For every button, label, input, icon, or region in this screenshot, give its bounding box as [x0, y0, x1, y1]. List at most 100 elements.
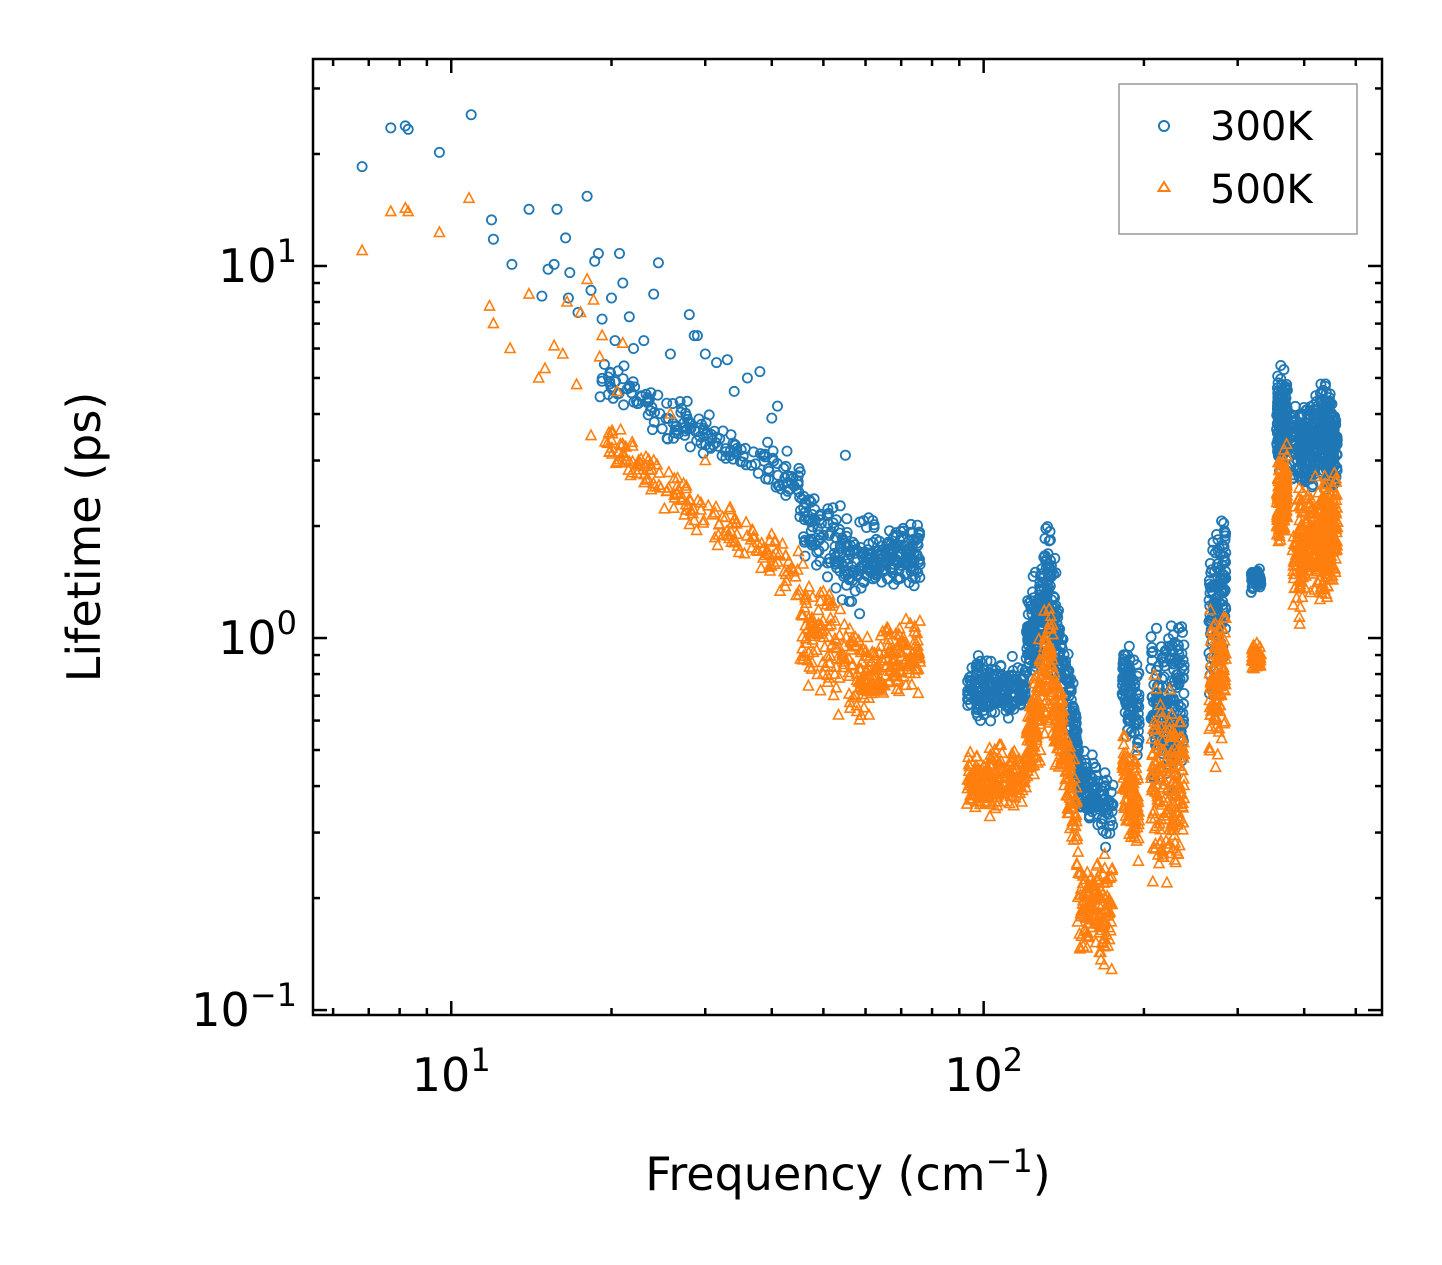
point-500k: [1118, 780, 1132, 793]
point-300k: [623, 311, 635, 323]
point-500k: [616, 436, 630, 449]
point-300k: [975, 715, 987, 727]
point-500k: [965, 768, 978, 781]
point-500k: [1105, 863, 1119, 876]
point-500k: [1043, 646, 1056, 659]
point-500k: [730, 526, 744, 540]
point-500k: [538, 361, 552, 374]
point-500k: [1145, 731, 1159, 744]
point-500k: [1274, 457, 1287, 470]
point-300k: [1275, 444, 1287, 456]
point-500k: [738, 546, 751, 559]
point-500k: [1209, 760, 1222, 773]
point-300k: [1146, 647, 1158, 659]
point-500k: [899, 612, 913, 625]
point-500k: [1039, 704, 1052, 717]
point-500k: [1129, 760, 1143, 773]
point-500k: [1330, 525, 1344, 538]
point-500k: [1302, 533, 1316, 546]
point-500k: [812, 603, 825, 616]
point-500k: [1252, 647, 1265, 660]
point-300k: [683, 416, 695, 428]
point-500k: [1128, 805, 1141, 818]
point-500k: [1154, 769, 1167, 782]
point-300k: [1290, 414, 1302, 426]
point-500k: [1073, 866, 1087, 879]
point-500k: [1207, 626, 1220, 640]
point-300k: [1126, 695, 1138, 707]
point-300k: [1173, 648, 1185, 660]
point-500k: [598, 434, 612, 447]
point-500k: [1148, 811, 1162, 824]
point-500k: [970, 767, 984, 780]
point-300k: [1025, 619, 1037, 631]
x-axis-label: Frequency (cm−1): [645, 1142, 1050, 1201]
point-500k: [708, 530, 722, 543]
point-500k: [1293, 577, 1307, 590]
point-500k: [798, 590, 812, 603]
point-300k: [592, 247, 604, 259]
point-300k: [847, 564, 859, 576]
point-300k: [727, 453, 739, 465]
point-300k: [1173, 622, 1185, 634]
point-500k: [1151, 789, 1164, 802]
point-500k: [570, 377, 583, 390]
point-300k: [1317, 428, 1329, 440]
point-300k: [741, 372, 753, 384]
point-500k: [1157, 744, 1171, 757]
point-500k: [1314, 496, 1328, 509]
point-500k: [1020, 769, 1034, 782]
point-500k: [1322, 503, 1336, 516]
point-300k: [1103, 820, 1115, 832]
point-500k: [574, 305, 587, 318]
point-300k: [1216, 515, 1228, 527]
point-500k: [1046, 652, 1059, 665]
point-500k: [1025, 750, 1039, 764]
point-500k: [1097, 957, 1111, 970]
point-500k: [802, 678, 815, 691]
point-500k: [802, 579, 816, 592]
point-500k: [1015, 794, 1029, 807]
point-500k: [1070, 832, 1084, 845]
point-500k: [1173, 750, 1187, 763]
x-tick-label: 101: [412, 1041, 491, 1102]
point-300k: [806, 536, 818, 548]
point-500k: [1155, 711, 1169, 724]
point-300k: [778, 462, 790, 474]
point-300k: [684, 422, 696, 434]
point-500k: [862, 679, 876, 692]
point-300k: [1078, 745, 1090, 757]
point-500k: [617, 455, 631, 468]
point-300k: [721, 354, 733, 366]
point-300k: [433, 146, 445, 158]
point-500k: [1085, 920, 1099, 933]
point-300k: [485, 214, 497, 226]
legend-marker-300k: [1158, 120, 1170, 132]
point-500k: [654, 480, 668, 493]
point-300k: [551, 203, 563, 215]
point-300k: [1320, 378, 1332, 390]
point-500k: [675, 493, 689, 506]
point-500k: [844, 642, 858, 655]
point-500k: [664, 406, 677, 419]
point-300k: [985, 715, 997, 727]
point-500k: [522, 286, 536, 299]
point-500k: [847, 633, 860, 646]
point-500k: [1152, 856, 1166, 869]
point-500k: [1287, 529, 1300, 542]
point-500k: [846, 690, 860, 703]
point-300k: [908, 548, 920, 560]
point-500k: [610, 384, 624, 397]
point-500k: [1038, 629, 1052, 642]
point-500k: [1053, 684, 1067, 697]
point-500k: [1154, 772, 1167, 785]
point-300k: [609, 335, 621, 347]
point-500k: [1250, 635, 1264, 649]
point-300k: [914, 571, 926, 583]
point-500k: [890, 674, 904, 687]
point-500k: [1061, 806, 1074, 819]
point-500k: [1204, 602, 1217, 615]
point-500k: [913, 613, 927, 626]
point-300k: [1021, 667, 1033, 679]
